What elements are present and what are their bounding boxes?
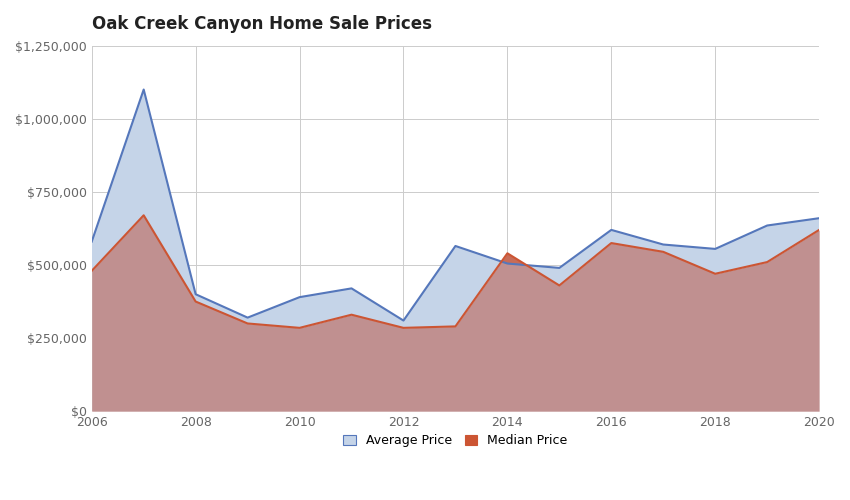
- Line: Median Price: Median Price: [92, 216, 819, 328]
- Median Price: [347, 312, 357, 318]
- Median Price: [190, 298, 201, 304]
- Median Price: [606, 240, 616, 246]
- Average Price: [658, 242, 668, 248]
- Median Price: [762, 259, 773, 265]
- Average Price: [814, 215, 824, 221]
- Average Price: [294, 294, 304, 300]
- Average Price: [554, 265, 564, 271]
- Average Price: [762, 222, 773, 228]
- Median Price: [450, 324, 461, 330]
- Median Price: [294, 325, 304, 331]
- Average Price: [139, 86, 149, 92]
- Median Price: [242, 320, 252, 326]
- Average Price: [399, 318, 409, 324]
- Average Price: [347, 286, 357, 292]
- Average Price: [710, 246, 720, 252]
- Average Price: [190, 291, 201, 297]
- Average Price: [242, 314, 252, 320]
- Median Price: [658, 249, 668, 255]
- Median Price: [710, 271, 720, 277]
- Legend: Average Price, Median Price: Average Price, Median Price: [338, 430, 572, 452]
- Average Price: [502, 260, 513, 266]
- Average Price: [606, 227, 616, 233]
- Average Price: [450, 243, 461, 249]
- Text: Oak Creek Canyon Home Sale Prices: Oak Creek Canyon Home Sale Prices: [92, 15, 432, 33]
- Median Price: [814, 227, 824, 233]
- Line: Average Price: Average Price: [92, 90, 819, 320]
- Median Price: [87, 268, 97, 274]
- Median Price: [399, 325, 409, 331]
- Average Price: [87, 238, 97, 244]
- Median Price: [139, 212, 149, 218]
- Median Price: [554, 282, 564, 288]
- Median Price: [502, 250, 513, 256]
